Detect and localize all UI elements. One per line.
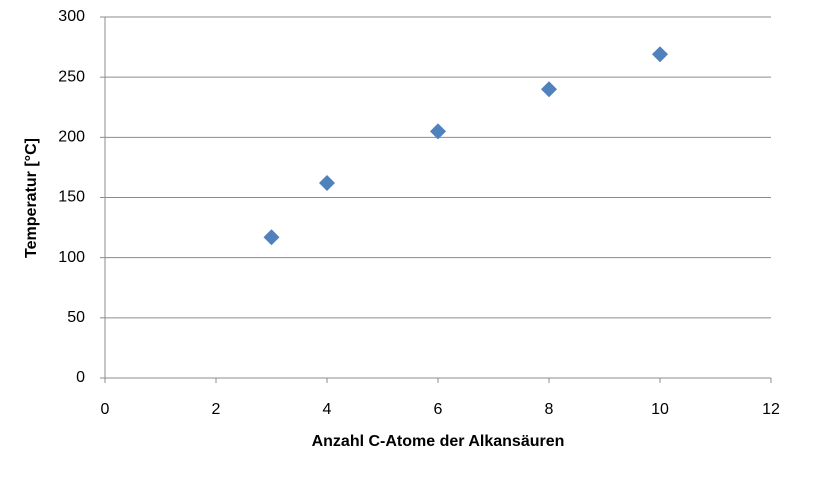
x-tick-label: 10 bbox=[651, 401, 669, 418]
y-tick-label: 0 bbox=[76, 369, 85, 386]
y-tick-label: 50 bbox=[67, 309, 85, 326]
y-tick-label: 150 bbox=[58, 189, 85, 206]
x-tick-label: 12 bbox=[762, 401, 780, 418]
y-axis-title: Temperatur [°C] bbox=[23, 138, 40, 258]
data-point bbox=[319, 175, 335, 192]
data-point bbox=[652, 46, 668, 63]
y-tick-label: 250 bbox=[58, 68, 85, 85]
x-tick-label: 2 bbox=[212, 401, 221, 418]
y-tick-label: 200 bbox=[58, 129, 85, 146]
x-axis-title: Anzahl C-Atome der Alkansäuren bbox=[312, 433, 565, 450]
data-point bbox=[263, 229, 280, 246]
data-point bbox=[430, 123, 446, 140]
y-tick-label: 100 bbox=[58, 249, 85, 266]
x-tick-label: 8 bbox=[545, 401, 554, 418]
y-tick-label: 300 bbox=[58, 8, 85, 25]
x-tick-label: 4 bbox=[323, 401, 332, 418]
x-tick-label: 0 bbox=[101, 401, 110, 418]
x-tick-label: 6 bbox=[434, 401, 443, 418]
data-point bbox=[541, 81, 557, 98]
